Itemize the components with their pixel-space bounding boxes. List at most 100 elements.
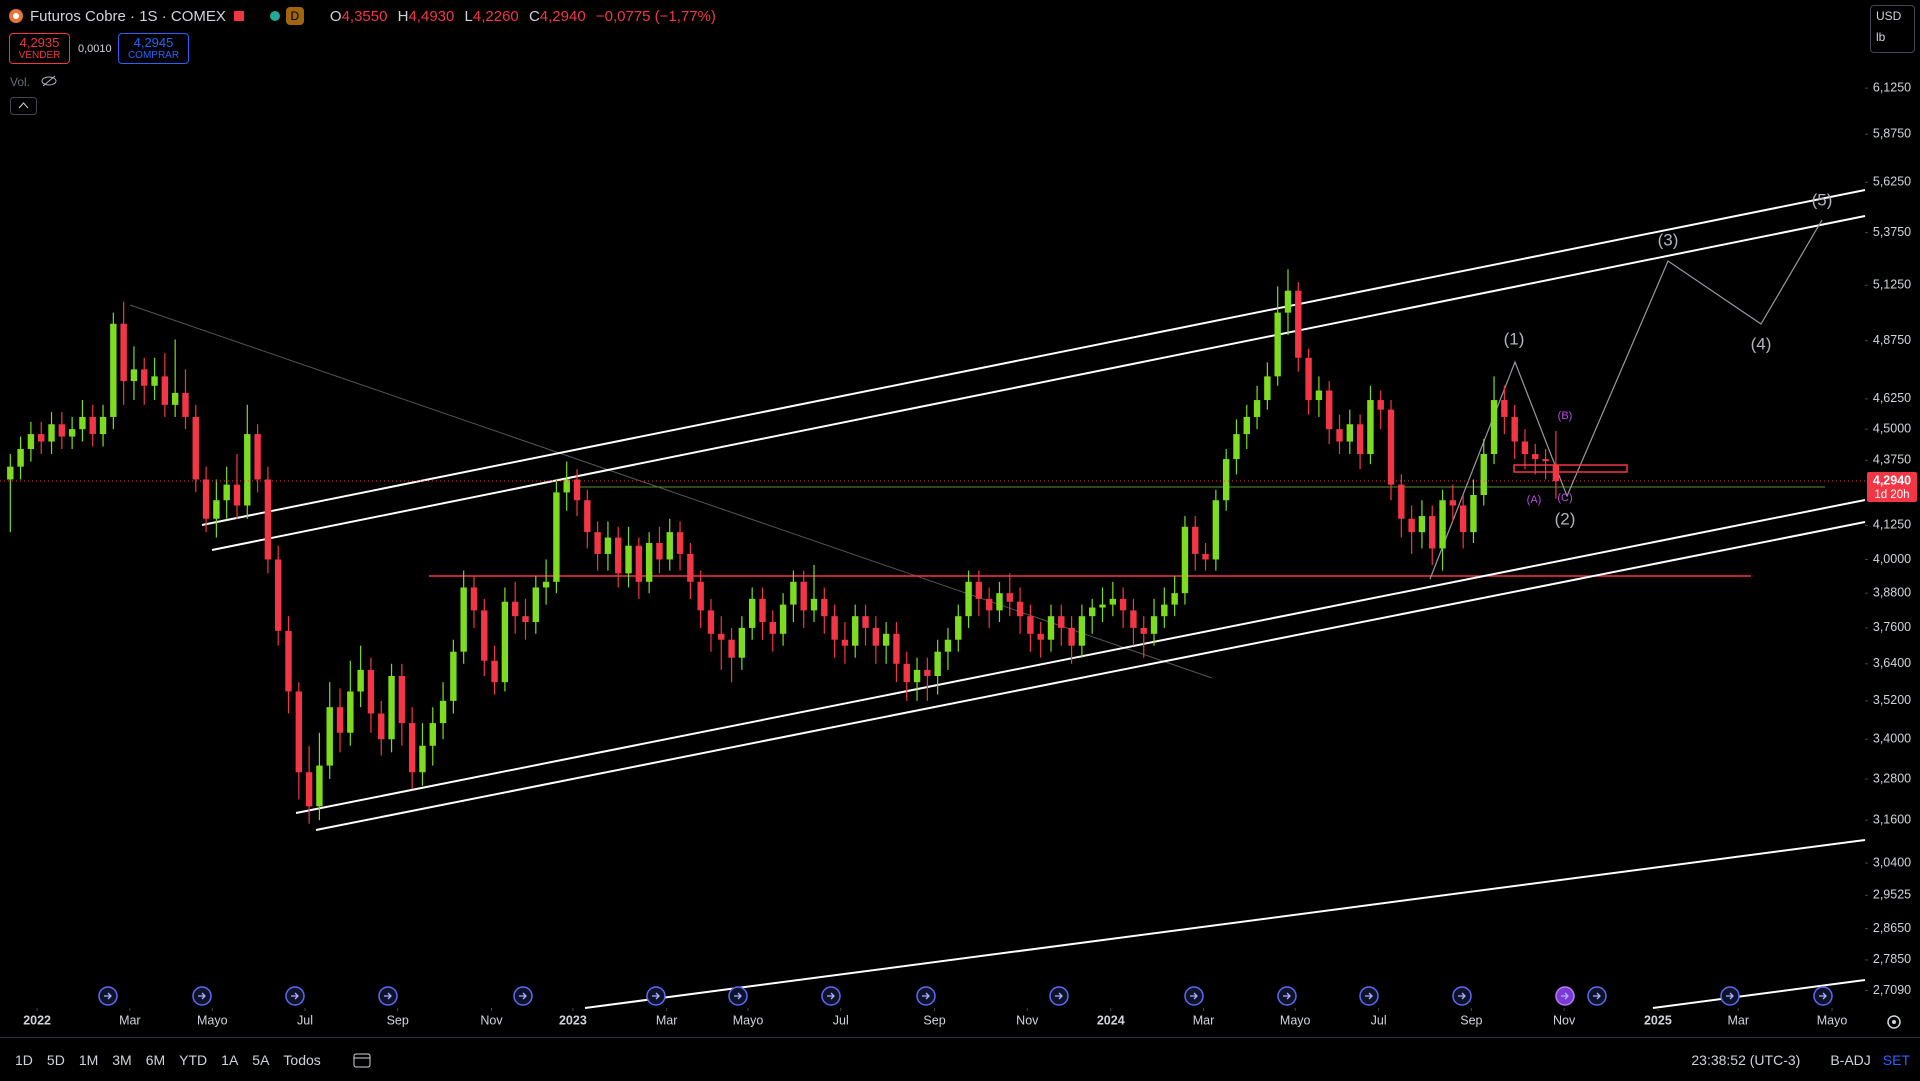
candle-body	[1511, 416, 1518, 442]
session-toggle[interactable]: SET	[1882, 1051, 1910, 1068]
candle-body	[1521, 441, 1529, 455]
wave-label: (A)	[1527, 494, 1542, 506]
y-tick-label: 3,1600	[1873, 813, 1911, 827]
candle-body	[1336, 429, 1343, 442]
wave-label: (5)	[1812, 190, 1833, 209]
candle-body	[1305, 357, 1312, 401]
channel-line	[201, 189, 1866, 526]
x-tick-label: Jul	[297, 1013, 313, 1027]
adjust-toggle[interactable]: B-ADJ	[1830, 1051, 1871, 1068]
candle-body	[223, 484, 230, 501]
candle-body	[1315, 390, 1323, 401]
event-icon[interactable]	[1720, 986, 1740, 1006]
x-tick-label: Mar	[119, 1013, 141, 1027]
symbol[interactable]: Futuros Cobre · 1S · COMEX	[30, 7, 226, 25]
candle-body	[635, 545, 643, 582]
range-button[interactable]: 1A	[221, 1051, 239, 1068]
range-button[interactable]: 5D	[46, 1051, 65, 1068]
hide-icon[interactable]	[40, 74, 58, 88]
candle-body	[295, 691, 303, 773]
y-tick-label: 2,8650	[1873, 921, 1911, 935]
event-icon[interactable]	[646, 986, 666, 1006]
y-tick-label: 2,7850	[1873, 952, 1911, 966]
y-tick-label: 3,0400	[1873, 855, 1911, 869]
buy-label: COMPRAR	[127, 50, 180, 61]
unit-selector[interactable]: USD lb	[1870, 5, 1915, 53]
x-tick-label: Sep	[923, 1013, 945, 1027]
wave-label: (4)	[1751, 334, 1772, 353]
event-icon[interactable]	[1359, 986, 1379, 1006]
y-tick-label: 5,3750	[1873, 225, 1911, 239]
header: Futuros Cobre · 1S · COMEX D O4,3550 H4,…	[8, 4, 716, 28]
candle-body	[347, 691, 354, 733]
candle-body	[233, 484, 241, 506]
sell-button[interactable]: 4,2935 VENDER	[9, 33, 70, 64]
event-icon[interactable]	[1555, 986, 1575, 1006]
candle-body	[1490, 400, 1498, 455]
y-tick-label: 2,7090	[1873, 983, 1911, 997]
x-tick-label: 2024	[1097, 1013, 1125, 1027]
event-icon[interactable]	[1277, 986, 1297, 1006]
flag-icon[interactable]	[232, 9, 246, 23]
collapse-button[interactable]	[10, 97, 37, 115]
range-button[interactable]: YTD	[179, 1051, 208, 1068]
event-icon[interactable]	[98, 986, 118, 1006]
candle-body	[275, 559, 282, 631]
candle-body	[1047, 616, 1055, 640]
event-icon[interactable]	[378, 986, 398, 1006]
candle-body	[439, 700, 447, 724]
channel-line	[315, 521, 1866, 831]
countdown: 1d 20h	[1874, 489, 1909, 501]
wave-projection	[1429, 219, 1823, 580]
candle-body	[264, 479, 272, 560]
candle-body	[27, 434, 35, 450]
candle-body	[1027, 616, 1034, 634]
candle-body	[151, 376, 158, 386]
candle-body	[1140, 627, 1147, 634]
event-icon[interactable]	[916, 986, 936, 1006]
range-button[interactable]: Todos	[283, 1051, 321, 1068]
candle-body	[1459, 505, 1467, 533]
range-button[interactable]: 6M	[145, 1051, 166, 1068]
y-tick-label: 4,8750	[1873, 333, 1911, 347]
x-tick-label: 2025	[1644, 1013, 1672, 1027]
event-icon[interactable]	[821, 986, 841, 1006]
event-icon[interactable]	[728, 986, 748, 1006]
candle-body	[769, 622, 776, 634]
candle-body	[1150, 616, 1158, 634]
x-tick-label: Nov	[1016, 1013, 1039, 1027]
x-tick-label: Sep	[1460, 1013, 1482, 1027]
candle-body	[1171, 593, 1178, 605]
candle-body	[862, 616, 869, 628]
event-icon[interactable]	[513, 986, 533, 1006]
settings-icon[interactable]	[1887, 1015, 1901, 1029]
event-icon[interactable]	[1813, 986, 1833, 1006]
spread: 0,0010	[78, 43, 112, 55]
event-icon[interactable]	[1049, 986, 1069, 1006]
range-button[interactable]: 1M	[78, 1051, 99, 1068]
event-icon[interactable]	[192, 986, 212, 1006]
range-group: 1D 5D 1M 3M 6M YTD 1A 5A Todos	[8, 1052, 328, 1068]
last-price-label: 4,2940	[1873, 473, 1911, 487]
event-icon[interactable]	[1184, 986, 1204, 1006]
x-tick-label: Mayo	[197, 1013, 228, 1027]
range-button[interactable]: 1D	[15, 1051, 33, 1068]
candle-body	[913, 669, 921, 683]
candle-body	[728, 639, 735, 658]
event-icon[interactable]	[1452, 986, 1472, 1006]
event-icon[interactable]	[285, 986, 305, 1006]
range-button[interactable]: 5A	[252, 1051, 270, 1068]
candle-body	[202, 479, 210, 519]
calendar-icon[interactable]	[352, 1050, 374, 1070]
range-button[interactable]: 3M	[112, 1051, 132, 1068]
candle-body	[821, 598, 828, 617]
y-tick-label: 4,5000	[1873, 421, 1911, 435]
buy-button[interactable]: 4,2945 COMPRAR	[118, 33, 189, 64]
candle-body	[1439, 500, 1446, 549]
candle-body	[1212, 500, 1220, 560]
candle-body	[676, 532, 684, 554]
candle-body	[810, 598, 818, 611]
y-tick-label: 3,2800	[1873, 771, 1911, 785]
unit: lb	[1876, 30, 1886, 44]
event-icon[interactable]	[1587, 986, 1607, 1006]
